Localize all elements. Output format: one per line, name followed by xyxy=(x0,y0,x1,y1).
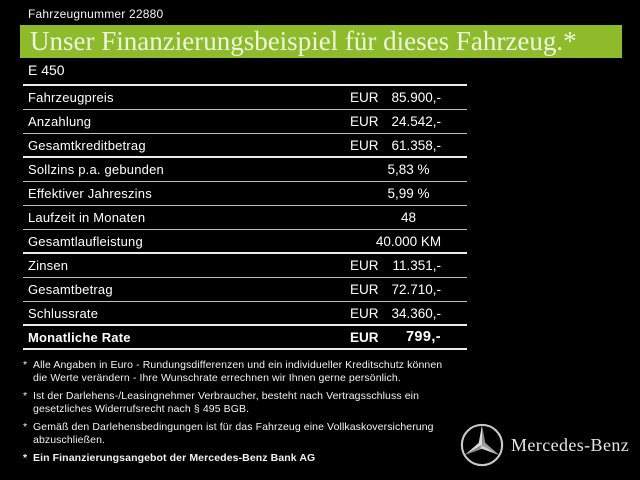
row-currency: EUR xyxy=(350,305,379,321)
table-row: Laufzeit in Monaten 48 xyxy=(23,206,467,230)
footnote-item: * Alle Angaben in Euro - Rundungsdiffere… xyxy=(23,359,459,385)
row-value-box: EUR 72.710,- xyxy=(350,282,467,297)
row-value-box: EUR 24.542,- xyxy=(350,114,467,129)
row-label: Schlussrate xyxy=(28,305,99,321)
row-currency: EUR xyxy=(350,114,379,129)
row-label: Gesamtkreditbetrag xyxy=(28,137,146,153)
row-value-box: 5,99 % xyxy=(350,186,467,201)
asterisk-marker: * xyxy=(23,452,28,464)
row-value: 799,- xyxy=(405,329,441,345)
asterisk-marker: * xyxy=(23,390,28,402)
vehicle-number: Fahrzeugnummer 22880 xyxy=(28,7,164,21)
footnote-item: * Gemäß den Darlehensbedingungen ist für… xyxy=(23,421,459,447)
row-value-box: EUR 11.351,- xyxy=(350,258,467,273)
title-bar: Unser Finanzierungsbeispiel für dieses F… xyxy=(20,25,622,58)
row-value-box: 48 xyxy=(350,210,467,225)
footnote-text: Ein Finanzierungsangebot der Mercedes-Be… xyxy=(33,452,316,464)
table-row: Effektiver Jahreszins 5,99 % xyxy=(23,182,467,206)
row-value: 48 xyxy=(400,210,417,225)
table-row: Anzahlung EUR 24.542,- xyxy=(23,110,467,134)
table-row: Schlussrate EUR 34.360,- xyxy=(23,302,467,326)
row-label: Gesamtbetrag xyxy=(28,282,113,297)
row-label: Sollzins p.a. gebunden xyxy=(28,162,164,177)
brand-area: Mercedes-Benz xyxy=(459,422,629,468)
table-row: Sollzins p.a. gebunden 5,83 % xyxy=(23,158,467,182)
row-label: Anzahlung xyxy=(28,114,92,129)
row-currency: EUR xyxy=(350,329,379,345)
row-value: 5,99 % xyxy=(387,186,430,201)
row-currency: EUR xyxy=(350,137,379,153)
row-label: Effektiver Jahreszins xyxy=(28,186,152,201)
row-value: 34.360,- xyxy=(391,305,441,321)
footnote-item: * Ein Finanzierungsangebot der Mercedes-… xyxy=(23,452,459,465)
finance-table: Fahrzeugpreis EUR 85.900,- Anzahlung EUR… xyxy=(23,84,467,350)
row-value-box: EUR 85.900,- xyxy=(350,90,467,105)
page-title: Unser Finanzierungsbeispiel für dieses F… xyxy=(30,26,577,56)
footnote-text: Gemäß den Darlehensbedingungen ist für d… xyxy=(33,421,434,446)
table-row: Monatliche Rate EUR 799,- xyxy=(23,326,467,350)
table-row: Fahrzeugpreis EUR 85.900,- xyxy=(23,86,467,110)
asterisk-marker: * xyxy=(23,359,28,371)
row-value-box: 40.000 KM xyxy=(350,234,467,249)
mercedes-star-icon xyxy=(460,423,504,467)
row-currency: EUR xyxy=(350,90,379,105)
table-row: Gesamtlaufleistung 40.000 KM xyxy=(23,230,467,254)
row-value-box: EUR 34.360,- xyxy=(350,306,467,321)
row-value: 85.900,- xyxy=(391,90,441,105)
table-row: Gesamtkreditbetrag EUR 61.358,- xyxy=(23,134,467,158)
row-value-box: EUR 799,- xyxy=(350,329,467,345)
table-row: Zinsen EUR 11.351,- xyxy=(23,254,467,278)
footnote-text: Ist der Darlehens-/Leasingnehmer Verbrau… xyxy=(33,390,420,415)
row-label: Fahrzeugpreis xyxy=(28,90,114,105)
table-row: Gesamtbetrag EUR 72.710,- xyxy=(23,278,467,302)
asterisk-marker: * xyxy=(23,421,28,433)
footnote-item: * Ist der Darlehens-/Leasingnehmer Verbr… xyxy=(23,390,459,416)
row-value-box: EUR 61.358,- xyxy=(350,138,467,153)
row-currency: EUR xyxy=(350,282,379,297)
row-currency: EUR xyxy=(350,258,379,273)
row-value: 40.000 KM xyxy=(375,233,442,249)
row-label: Gesamtlaufleistung xyxy=(28,233,143,249)
row-value: 11.351,- xyxy=(392,258,441,273)
row-value: 61.358,- xyxy=(391,137,441,153)
footnotes: * Alle Angaben in Euro - Rundungsdiffere… xyxy=(23,359,459,470)
row-value: 5,83 % xyxy=(387,162,430,177)
row-label: Monatliche Rate xyxy=(28,329,131,345)
row-value: 72.710,- xyxy=(391,282,441,297)
row-label: Laufzeit in Monaten xyxy=(28,210,146,225)
row-value: 24.542,- xyxy=(391,114,441,129)
model-name: E 450 xyxy=(28,62,65,78)
footnote-text: Alle Angaben in Euro - Rundungsdifferenz… xyxy=(33,359,443,384)
brand-wordmark: Mercedes-Benz xyxy=(511,434,630,455)
row-label: Zinsen xyxy=(28,258,69,273)
row-value-box: 5,83 % xyxy=(350,162,467,177)
